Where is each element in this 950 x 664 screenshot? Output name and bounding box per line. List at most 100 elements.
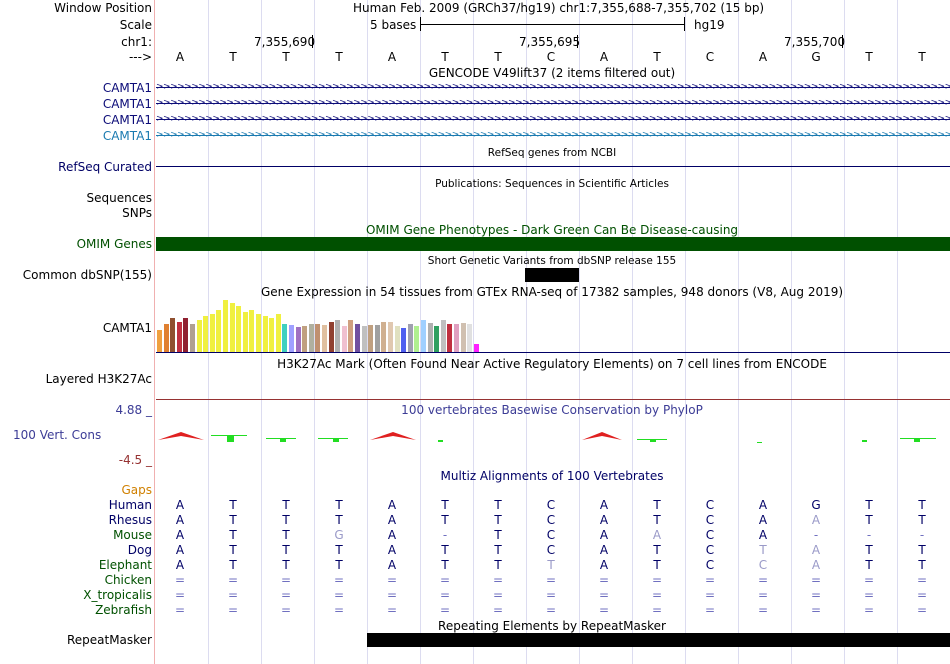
gencode-item-label[interactable]: CAMTA1 <box>102 97 152 111</box>
gtex-tissue-bar[interactable] <box>368 325 374 352</box>
gaps-label[interactable]: Gaps <box>121 483 152 497</box>
sequences-label[interactable]: Sequences <box>86 191 152 205</box>
snps-label[interactable]: SNPs <box>122 206 152 220</box>
gtex-tissue-bar[interactable] <box>407 324 413 352</box>
gtex-tissue-bar[interactable] <box>269 318 275 352</box>
dbsnp-variant[interactable] <box>525 268 579 282</box>
species-label[interactable]: Dog <box>127 543 152 557</box>
gtex-tissue-bar[interactable] <box>388 322 393 352</box>
species-label[interactable]: Elephant <box>98 558 152 572</box>
gtex-tissue-bar[interactable] <box>308 324 314 352</box>
alignment-base: T <box>441 513 449 527</box>
gtex-tissue-bar[interactable] <box>236 306 242 352</box>
phylop-bar <box>438 440 443 442</box>
gtex-tissue-bar[interactable] <box>328 322 334 352</box>
gtex-label[interactable]: CAMTA1 <box>102 321 152 335</box>
gtex-tissue-bar[interactable] <box>447 324 453 352</box>
gtex-tissue-bar[interactable] <box>183 318 189 352</box>
gtex-tissue-bar[interactable] <box>249 310 255 352</box>
gencode-item-line[interactable] <box>156 119 950 120</box>
gtex-tissue-bar[interactable] <box>262 316 268 352</box>
gtex-tissue-bar[interactable] <box>460 323 466 352</box>
gtex-tissue-bar[interactable] <box>209 314 215 352</box>
gtex-tissue-bar[interactable] <box>163 324 169 352</box>
gtex-tissue-bar[interactable] <box>361 326 367 352</box>
grid-line <box>526 0 527 664</box>
gtex-tissue-bar[interactable] <box>275 314 281 352</box>
gtex-tissue-bar[interactable] <box>216 310 222 352</box>
gtex-tissue-bar[interactable] <box>223 300 228 352</box>
species-label[interactable]: Human <box>108 498 152 512</box>
gencode-item-label[interactable]: CAMTA1 <box>102 129 152 143</box>
gtex-tissue-bar[interactable] <box>440 320 446 352</box>
alignment-base: A <box>387 513 397 527</box>
gencode-item-line[interactable] <box>156 135 950 136</box>
gtex-tissue-bar[interactable] <box>242 312 248 352</box>
refseq-label[interactable]: RefSeq Curated <box>58 160 152 174</box>
omim-label[interactable]: OMIM Genes <box>76 237 152 251</box>
alignment-base: A <box>758 528 768 542</box>
gtex-tissue-bar[interactable] <box>229 303 235 352</box>
gencode-title: GENCODE V49lift37 (2 items filtered out) <box>428 66 676 80</box>
repeat-bar[interactable] <box>367 633 950 647</box>
phylop-label[interactable]: 100 Vert. Cons <box>13 428 102 442</box>
alignment-base: = <box>863 588 875 602</box>
gtex-tissue-bar[interactable] <box>394 326 400 352</box>
gtex-tissue-bar[interactable] <box>322 325 327 352</box>
gencode-item-line[interactable] <box>156 103 950 104</box>
gtex-tissue-bar[interactable] <box>176 322 182 352</box>
gtex-tissue-bar[interactable] <box>348 320 354 352</box>
gtex-tissue-bar[interactable] <box>295 327 301 352</box>
gtex-tissue-bar[interactable] <box>381 322 387 352</box>
gtex-tissue-bar[interactable] <box>421 320 426 352</box>
omim-bar[interactable] <box>156 237 950 251</box>
gtex-tissue-bar[interactable] <box>190 324 195 352</box>
alignment-base: T <box>229 513 237 527</box>
grid-line <box>420 0 421 664</box>
gtex-tissue-bar[interactable] <box>315 324 321 352</box>
gtex-tissue-bar[interactable] <box>282 324 288 352</box>
h3k-label[interactable]: Layered H3K27Ac <box>45 372 152 386</box>
species-label[interactable]: Chicken <box>104 573 152 587</box>
gtex-tissue-bar[interactable] <box>170 318 176 352</box>
gtex-tissue-bar[interactable] <box>196 320 202 352</box>
reference-base: T <box>229 50 237 64</box>
gtex-tissue-bar[interactable] <box>434 326 440 352</box>
gtex-tissue-bar[interactable] <box>203 316 209 352</box>
repeat-label[interactable]: RepeatMasker <box>66 633 152 647</box>
gtex-tissue-bar[interactable] <box>289 325 294 352</box>
gtex-tissue-bar[interactable] <box>414 326 420 352</box>
species-label[interactable]: Zebrafish <box>95 603 152 617</box>
window-position-value: Human Feb. 2009 (GRCh37/hg19) chr1:7,355… <box>353 1 765 15</box>
alignment-base: T <box>282 528 290 542</box>
alignment-base: = <box>545 603 557 617</box>
gtex-tissue-bar[interactable] <box>473 344 479 352</box>
gtex-tissue-bar[interactable] <box>355 324 360 352</box>
species-label[interactable]: Mouse <box>113 528 152 542</box>
gtex-tissue-bar[interactable] <box>427 323 433 352</box>
gtex-tissue-bar[interactable] <box>401 328 407 352</box>
gtex-tissue-bar[interactable] <box>256 314 261 352</box>
gencode-item-label[interactable]: CAMTA1 <box>102 113 152 127</box>
gencode-item-label[interactable]: CAMTA1 <box>102 81 152 95</box>
alignment-base: T <box>229 558 237 572</box>
gencode-item-line[interactable] <box>156 87 950 88</box>
gtex-tissue-bar[interactable] <box>157 330 162 352</box>
refseq-line[interactable] <box>156 166 950 167</box>
multiz-title: Multiz Alignments of 100 Vertebrates <box>440 469 664 483</box>
gtex-tissue-bar[interactable] <box>374 325 380 352</box>
phylop-bar <box>900 438 936 439</box>
gtex-tissue-bar[interactable] <box>341 326 347 352</box>
alignment-base: T <box>229 528 237 542</box>
dbsnp-label[interactable]: Common dbSNP(155) <box>22 268 152 282</box>
alignment-base: = <box>439 603 451 617</box>
gtex-tissue-bar[interactable] <box>335 320 341 352</box>
gtex-tissue-bar[interactable] <box>467 324 473 352</box>
species-label[interactable]: X_tropicalis <box>83 588 152 602</box>
gtex-tissue-bar[interactable] <box>302 326 308 352</box>
reference-base: T <box>494 50 502 64</box>
alignment-base: C <box>705 498 715 512</box>
phylop-chart[interactable] <box>156 428 950 448</box>
gtex-tissue-bar[interactable] <box>454 324 459 352</box>
species-label[interactable]: Rhesus <box>108 513 152 527</box>
